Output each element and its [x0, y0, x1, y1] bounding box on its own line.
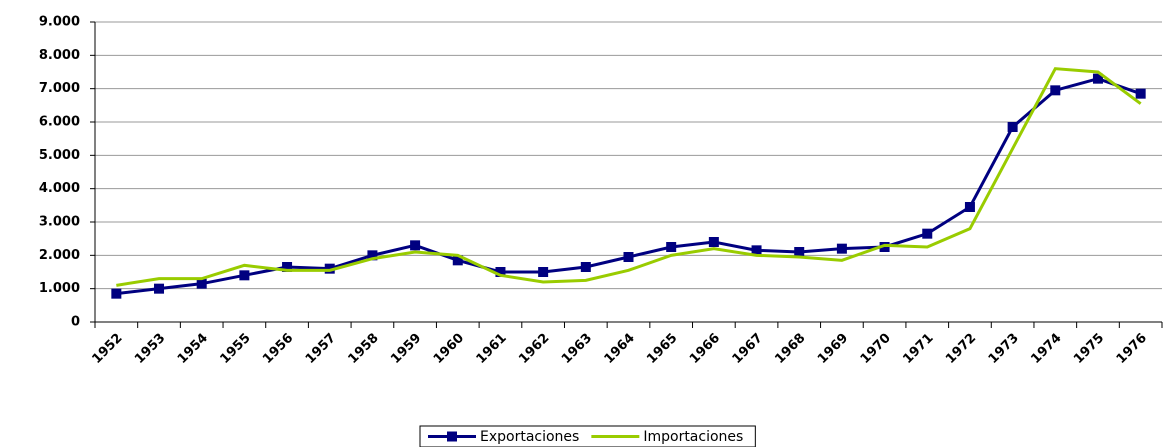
x-tick-label: 1956 — [260, 331, 296, 367]
x-tick-label: 1954 — [175, 331, 211, 367]
y-tick-label: 6.000 — [39, 115, 80, 130]
x-tick-label: 1952 — [89, 331, 125, 367]
x-tick-label: 1953 — [132, 331, 168, 367]
marker — [239, 270, 250, 281]
x-tick-label: 1966 — [687, 331, 723, 367]
x-tick-label: 1961 — [474, 331, 510, 367]
marker — [324, 263, 335, 274]
x-tick-label: 1970 — [858, 331, 894, 367]
x-tick-label: 1964 — [602, 331, 638, 367]
marker — [367, 250, 378, 261]
x-tick-label: 1959 — [388, 331, 424, 367]
marker — [666, 242, 677, 252]
legend: Exportaciones Importaciones — [419, 425, 756, 447]
y-tick-label: 0 — [71, 315, 80, 330]
y-tick-label: 3.000 — [39, 215, 80, 230]
x-tick-label: 1969 — [815, 331, 851, 367]
marker — [1050, 85, 1061, 96]
series-line — [116, 67, 1142, 287]
legend-label: Exportaciones — [480, 429, 579, 445]
legend-label: Importaciones — [643, 429, 743, 445]
x-tick-label: 1965 — [644, 331, 680, 367]
marker — [964, 202, 975, 212]
marker — [751, 245, 762, 256]
marker — [879, 242, 890, 252]
x-tick-label: 1962 — [516, 331, 552, 367]
x-tick-label: 1957 — [303, 331, 339, 367]
x-tick-label: 1963 — [559, 331, 595, 367]
marker — [1007, 122, 1018, 132]
y-tick-label: 7.000 — [39, 81, 80, 96]
y-tick-label: 4.000 — [39, 181, 80, 196]
x-tick-label: 1974 — [1028, 331, 1064, 367]
x-tick-label: 1976 — [1114, 331, 1150, 367]
marker — [410, 240, 421, 251]
legend-marker — [447, 431, 457, 442]
marker — [836, 243, 847, 254]
marker — [196, 278, 207, 289]
marker — [1092, 73, 1103, 84]
x-tick-label: 1972 — [943, 331, 979, 367]
marker — [111, 288, 122, 299]
x-tick-label: 1967 — [730, 331, 766, 367]
marker — [794, 247, 805, 257]
x-tick-label: 1960 — [431, 331, 467, 367]
marker — [538, 267, 549, 277]
x-tick-label: 1955 — [217, 331, 253, 367]
x-tick-label: 1973 — [986, 331, 1022, 367]
y-tick-label: 8.000 — [39, 48, 80, 63]
marker — [495, 267, 506, 277]
marker — [452, 255, 463, 266]
marker — [580, 262, 591, 272]
marker — [1135, 88, 1146, 99]
marker — [282, 262, 293, 272]
y-tick-label: 5.000 — [39, 148, 80, 163]
legend-box — [419, 425, 756, 447]
marker — [154, 283, 165, 294]
x-tick-label: 1958 — [346, 331, 382, 367]
x-tick-label: 1971 — [900, 331, 936, 367]
marker — [922, 228, 933, 239]
marker — [623, 252, 634, 262]
marker — [708, 237, 719, 247]
y-tick-label: 2.000 — [39, 248, 80, 263]
x-tick-label: 1975 — [1071, 331, 1107, 367]
y-tick-label: 9.000 — [39, 15, 80, 30]
y-tick-label: 1.000 — [39, 281, 80, 296]
x-tick-label: 1968 — [772, 331, 808, 367]
